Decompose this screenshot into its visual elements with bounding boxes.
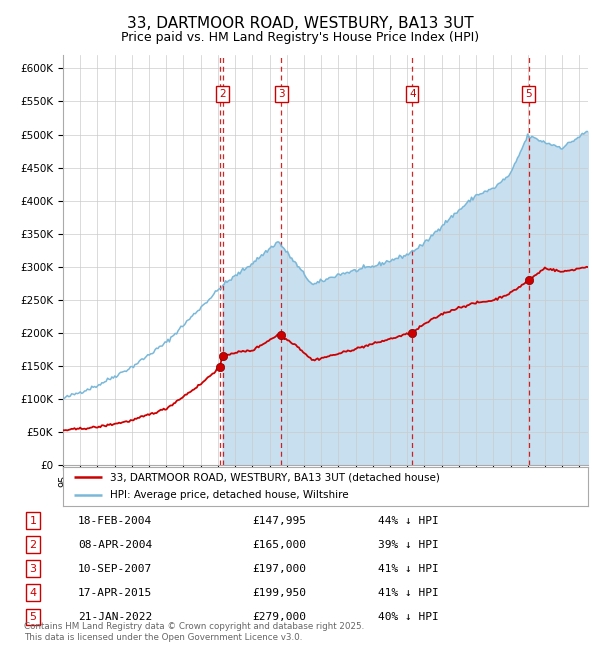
- Text: 1: 1: [29, 515, 37, 526]
- Text: 33, DARTMOOR ROAD, WESTBURY, BA13 3UT (detached house): 33, DARTMOOR ROAD, WESTBURY, BA13 3UT (d…: [110, 473, 440, 482]
- Text: £165,000: £165,000: [252, 540, 306, 550]
- Text: HPI: Average price, detached house, Wiltshire: HPI: Average price, detached house, Wilt…: [110, 490, 349, 500]
- Text: 3: 3: [29, 564, 37, 574]
- Text: Contains HM Land Registry data © Crown copyright and database right 2025.
This d: Contains HM Land Registry data © Crown c…: [24, 622, 364, 642]
- Text: 21-JAN-2022: 21-JAN-2022: [78, 612, 152, 622]
- Text: £279,000: £279,000: [252, 612, 306, 622]
- Text: 40% ↓ HPI: 40% ↓ HPI: [378, 612, 439, 622]
- Text: 5: 5: [29, 612, 37, 622]
- Text: £197,000: £197,000: [252, 564, 306, 574]
- Text: 33, DARTMOOR ROAD, WESTBURY, BA13 3UT: 33, DARTMOOR ROAD, WESTBURY, BA13 3UT: [127, 16, 473, 31]
- Text: 3: 3: [278, 89, 285, 99]
- Text: 2: 2: [29, 540, 37, 550]
- Text: 4: 4: [29, 588, 37, 598]
- Text: 41% ↓ HPI: 41% ↓ HPI: [378, 564, 439, 574]
- Text: 17-APR-2015: 17-APR-2015: [78, 588, 152, 598]
- Text: 41% ↓ HPI: 41% ↓ HPI: [378, 588, 439, 598]
- Text: £147,995: £147,995: [252, 515, 306, 526]
- Text: 2: 2: [219, 89, 226, 99]
- Text: 08-APR-2004: 08-APR-2004: [78, 540, 152, 550]
- Text: £199,950: £199,950: [252, 588, 306, 598]
- Text: 39% ↓ HPI: 39% ↓ HPI: [378, 540, 439, 550]
- Text: 4: 4: [409, 89, 416, 99]
- Text: 18-FEB-2004: 18-FEB-2004: [78, 515, 152, 526]
- Text: 10-SEP-2007: 10-SEP-2007: [78, 564, 152, 574]
- Text: 44% ↓ HPI: 44% ↓ HPI: [378, 515, 439, 526]
- Text: Price paid vs. HM Land Registry's House Price Index (HPI): Price paid vs. HM Land Registry's House …: [121, 31, 479, 44]
- Text: 5: 5: [526, 89, 532, 99]
